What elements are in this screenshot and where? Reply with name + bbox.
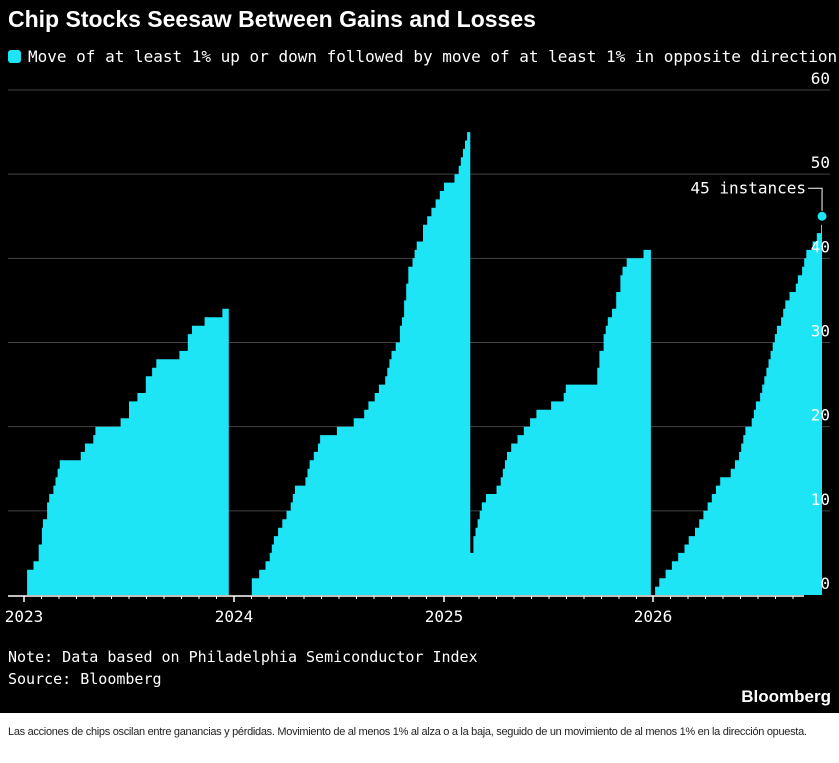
- area-segment-2026: [653, 216, 822, 596]
- y-tick-label: 60: [811, 69, 830, 88]
- area-segment-2025: [444, 249, 651, 595]
- x-tick-label: 2024: [215, 607, 254, 626]
- chart-plot: 0 10 20 30 40 50 60 2023 2024 2025 2026 45 instanc…: [5, 69, 830, 626]
- annotation-marker: [816, 210, 828, 222]
- legend-swatch: [8, 50, 21, 63]
- y-tick-label: 40: [811, 237, 830, 256]
- annotation-leader: [808, 187, 823, 217]
- y-tick-label: 50: [811, 153, 830, 172]
- y-tick-label: 0: [820, 574, 830, 593]
- y-tick-label: 10: [811, 490, 830, 509]
- source-text: Source: Bloomberg: [8, 670, 162, 688]
- axes: 0 10 20 30 40 50 60 2023 2024 2025 2026: [5, 69, 830, 626]
- bloomberg-logo: Bloomberg: [741, 687, 831, 706]
- area-segment-2024: [234, 132, 471, 595]
- area-segment-2023: [24, 308, 229, 595]
- note-text: Note: Data based on Philadelphia Semicon…: [8, 648, 478, 666]
- x-tick-label: 2025: [425, 607, 464, 626]
- chart-panel: Chip Stocks Seesaw Between Gains and Los…: [0, 0, 839, 713]
- x-tick-label: 2026: [634, 607, 673, 626]
- chart-title: Chip Stocks Seesaw Between Gains and Los…: [8, 6, 536, 32]
- series-area: [24, 132, 822, 596]
- y-tick-label: 30: [811, 322, 830, 341]
- legend-label: Move of at least 1% up or down followed …: [28, 47, 838, 66]
- y-tick-label: 20: [811, 406, 830, 425]
- legend: Move of at least 1% up or down followed …: [8, 47, 837, 66]
- annotation: 45 instances: [690, 178, 828, 222]
- annotation-label: 45 instances: [690, 178, 806, 197]
- x-tick-label: 2023: [5, 607, 44, 626]
- caption: Las acciones de chips oscilan entre gana…: [8, 726, 807, 738]
